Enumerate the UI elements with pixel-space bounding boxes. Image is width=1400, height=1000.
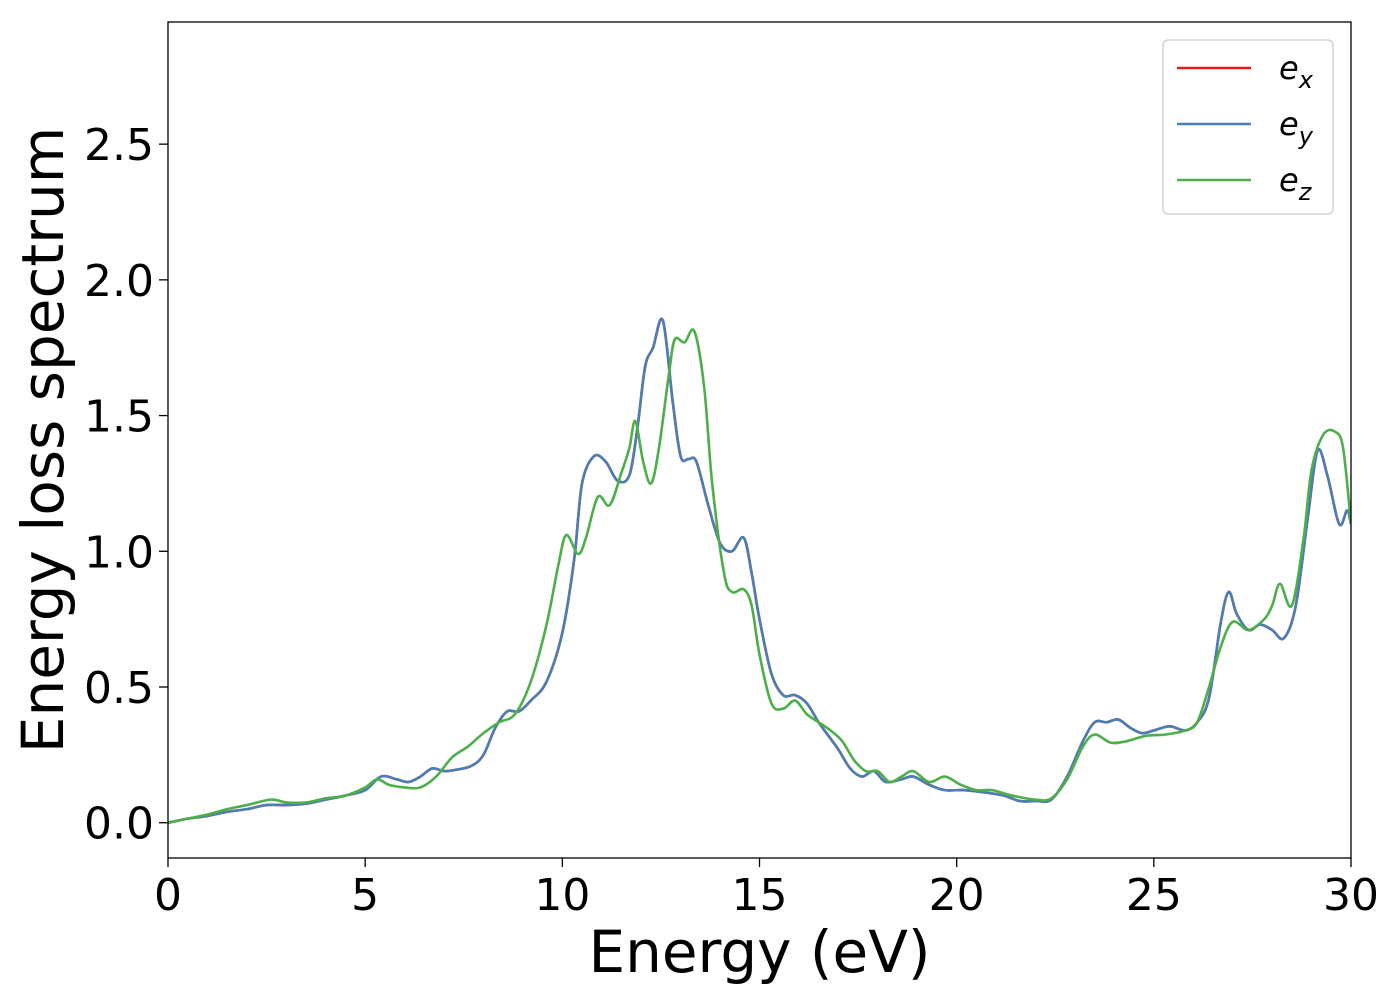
x-tick-label: 5 bbox=[351, 870, 379, 921]
legend-item-e-x: ex bbox=[1177, 49, 1314, 94]
y-tick-label: 0.5 bbox=[84, 663, 154, 714]
legend-box bbox=[1162, 39, 1334, 215]
y-axis-label: Energy loss spectrum bbox=[9, 127, 77, 753]
legend-label-base: e bbox=[1279, 161, 1299, 199]
series-lines bbox=[168, 317, 1351, 824]
legend-label: ey bbox=[1279, 105, 1314, 150]
legend-item-e-z: ez bbox=[1177, 161, 1313, 206]
x-tick-label: 30 bbox=[1323, 870, 1379, 921]
y-tick-label: 0.0 bbox=[84, 799, 154, 850]
x-tick-label: 10 bbox=[534, 870, 590, 921]
legend-label-subscript: x bbox=[1298, 66, 1314, 94]
series-line-e-x bbox=[168, 317, 1351, 824]
legend-label-subscript: z bbox=[1298, 178, 1313, 206]
legend-label-base: e bbox=[1279, 105, 1299, 143]
y-tick-label: 1.5 bbox=[84, 392, 154, 443]
x-tick-label: 0 bbox=[154, 870, 182, 921]
x-tick-label: 20 bbox=[929, 870, 985, 921]
legend-label-subscript: y bbox=[1298, 122, 1314, 150]
x-axis-label: Energy (eV) bbox=[588, 918, 930, 986]
y-tick-label: 1.0 bbox=[84, 527, 154, 578]
series-line-e-y bbox=[168, 317, 1351, 824]
x-tick-label: 25 bbox=[1126, 870, 1182, 921]
legend-label-base: e bbox=[1279, 49, 1299, 87]
legend-item-e-y: ey bbox=[1177, 105, 1314, 150]
y-tick-label: 2.5 bbox=[84, 120, 154, 171]
legend-label: ez bbox=[1279, 161, 1313, 206]
y-tick-label: 2.0 bbox=[84, 256, 154, 307]
x-tick-label: 15 bbox=[732, 870, 788, 921]
series-line-e-z bbox=[168, 328, 1351, 824]
x-axis: 0 5 10 15 20 25 30 bbox=[154, 858, 1379, 921]
y-axis: 0.0 0.5 1.0 1.5 2.0 2.5 bbox=[84, 120, 168, 850]
legend-label: ex bbox=[1279, 49, 1314, 94]
